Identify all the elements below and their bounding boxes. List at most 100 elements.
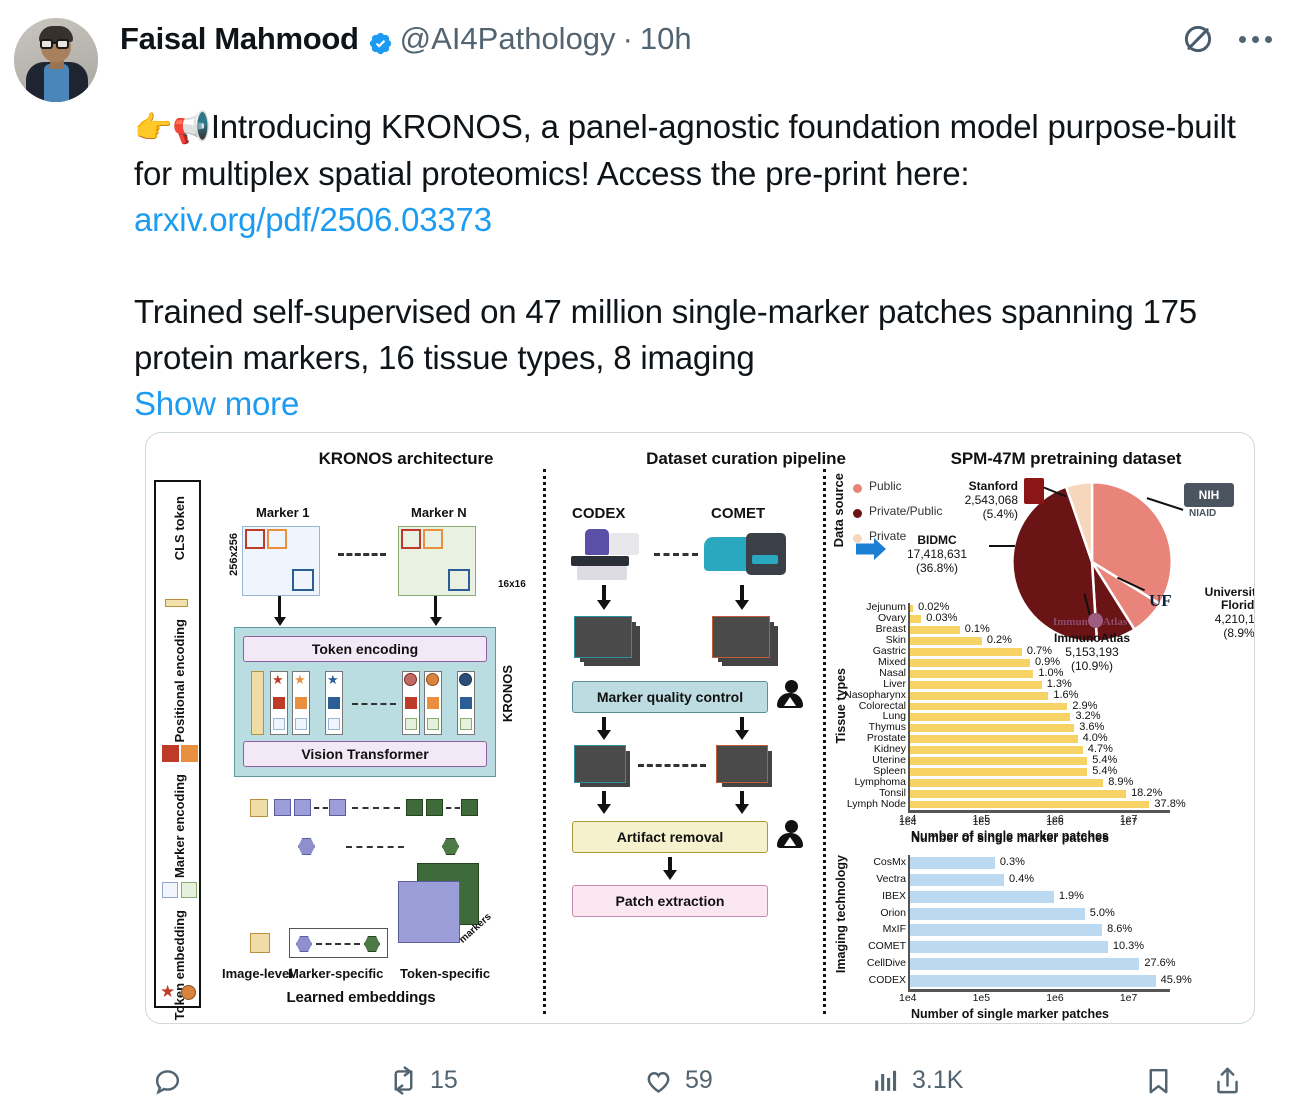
final-cube-image-level xyxy=(250,933,270,953)
category-label: Jejunum xyxy=(866,601,906,614)
marker-specific-hex-green xyxy=(364,936,380,952)
marker-1-image xyxy=(242,526,320,596)
bar xyxy=(910,735,1078,744)
value-label: 1.6% xyxy=(1053,688,1079,701)
category-label: Orion xyxy=(880,906,906,919)
uf-callout: University of Florida 4,210,118 (8.9%) xyxy=(1186,586,1254,641)
bar xyxy=(910,702,1068,711)
token-circ-blue xyxy=(459,673,472,686)
category-label: Lymphoma xyxy=(854,775,906,788)
kronos-figure: KRONOS architecture Dataset curation pip… xyxy=(146,433,1254,1023)
token-circ-red xyxy=(404,673,417,686)
embedding-cube-blue-1 xyxy=(274,799,291,816)
handle[interactable]: @AI4Pathology xyxy=(399,21,616,56)
nih-callout: NIH-NIAID 18,026,580 (38.1%) xyxy=(1238,479,1254,521)
panel-title-pipeline: Dataset curation pipeline xyxy=(646,449,846,468)
stanford-value: 2,543,068 xyxy=(964,493,1018,507)
category-label: Ovary xyxy=(877,612,906,625)
like-button[interactable]: 59 xyxy=(643,1065,713,1096)
bidmc-value: 17,418,631 xyxy=(906,547,968,561)
legend-label-private-public: Private/Public xyxy=(869,504,943,518)
bar xyxy=(910,767,1088,776)
token-sq-n-blue xyxy=(460,697,472,709)
x-tick-label: 1e7 xyxy=(1119,992,1138,1004)
stanford-label: Stanford xyxy=(968,479,1018,493)
marker-n-label: Marker N xyxy=(411,505,467,520)
arrowhead-comet xyxy=(735,600,749,610)
value-label: 5.0% xyxy=(1089,906,1115,919)
value-label: 8.6% xyxy=(1107,923,1133,936)
timestamp[interactable]: 10h xyxy=(639,21,692,56)
bookmark-icon xyxy=(1149,1068,1168,1093)
token-sq-n-orange xyxy=(427,697,439,709)
nih-value: 18,026,580 xyxy=(1238,493,1254,507)
nih-logo-icon: NIH xyxy=(1184,483,1234,507)
value-label: 4.0% xyxy=(1082,732,1108,745)
marker-1-patch-orange xyxy=(267,529,287,549)
star-glyph: ★ xyxy=(160,982,176,1001)
legend-label-token-embedding: Token embedding xyxy=(172,910,187,1021)
panel-title-architecture: KRONOS architecture xyxy=(318,449,494,468)
category-label: CellDive xyxy=(866,956,906,969)
preprint-link[interactable]: arxiv.org/pdf/2506.03373 xyxy=(134,201,492,238)
pie-axis-label-data-source: Data source xyxy=(831,473,846,548)
category-label: Thymus xyxy=(868,721,906,734)
immunoatlas-callout: ImmunoAtlas 5,153,193 (10.9%) xyxy=(1044,631,1140,673)
cls-token-bar xyxy=(251,671,264,735)
reply-button[interactable] xyxy=(152,1065,194,1096)
immunoatlas-value: 5,153,193 xyxy=(1065,645,1119,659)
share-button[interactable] xyxy=(1212,1065,1254,1096)
marker-n-patch-red xyxy=(401,529,421,549)
heart-icon xyxy=(647,1071,670,1093)
comet-image-stack xyxy=(712,616,770,658)
category-label: COMET xyxy=(868,940,906,953)
stanford-callout: Stanford 2,543,068 (5.4%) xyxy=(908,479,1018,521)
bookmark-button[interactable] xyxy=(1143,1065,1185,1096)
value-label: 0.7% xyxy=(1026,645,1052,658)
arrow-to-artifact-right xyxy=(740,791,744,805)
token-specific-cube-blue xyxy=(398,881,460,943)
category-label: Tonsil xyxy=(879,786,906,799)
token-star-blue: ★ xyxy=(327,672,339,687)
token-star-red: ★ xyxy=(272,672,284,687)
arrow-to-patch xyxy=(668,857,672,871)
panel-divider-2 xyxy=(823,469,826,1014)
cls-token-swatch xyxy=(165,599,188,607)
arrow-markern-to-encoder xyxy=(434,596,437,618)
show-more-link[interactable]: Show more xyxy=(134,385,300,422)
views-count: 3.1K xyxy=(912,1065,964,1094)
category-label: CosMx xyxy=(873,856,906,869)
more-options-icon[interactable] xyxy=(1237,32,1274,47)
embedding-ellipsis-green xyxy=(446,807,460,809)
legend-label-cls-token: CLS token xyxy=(172,496,187,561)
bar xyxy=(910,957,1140,970)
value-label: 5.4% xyxy=(1092,753,1118,766)
comet-instrument-icon xyxy=(704,531,786,579)
retweet-count: 15 xyxy=(430,1065,458,1094)
imaging-xlabel: Number of single marker patches xyxy=(911,1007,1109,1021)
qc-stack-ellipsis xyxy=(638,764,706,767)
marker-n-patch-orange xyxy=(423,529,443,549)
pie-legend: Public Private/Public Private xyxy=(853,479,983,559)
views-button[interactable]: 3.1K xyxy=(870,1065,963,1096)
value-label: 1.0% xyxy=(1038,666,1064,679)
qc-image-stack-right xyxy=(716,745,768,783)
architecture-legend: CLS token Positional encoding Marker enc… xyxy=(154,480,201,1020)
views-bar-icon xyxy=(875,1070,897,1091)
marker-encoding-swatch-orange xyxy=(181,745,198,762)
retweet-button[interactable]: 15 xyxy=(388,1065,458,1096)
bidmc-leader-line xyxy=(989,545,1015,547)
pipeline-source-comet: COMET xyxy=(711,505,766,522)
tweet-paragraph-2: Trained self-supervised on 47 million si… xyxy=(134,293,1197,376)
avatar[interactable] xyxy=(14,18,98,102)
display-name[interactable]: Faisal Mahmood xyxy=(120,21,359,56)
bar xyxy=(910,658,1030,667)
share-icon xyxy=(1217,1067,1238,1093)
grok-icon[interactable] xyxy=(1181,22,1215,56)
pie-chart xyxy=(1011,480,1174,643)
x-tick-label-top: 1e4 xyxy=(899,816,917,828)
tweet-media-figure[interactable]: KRONOS architecture Dataset curation pip… xyxy=(145,432,1255,1024)
tweet-intro-text: Introducing KRONOS, a panel-agnostic fou… xyxy=(134,108,1236,192)
bar xyxy=(910,789,1127,798)
